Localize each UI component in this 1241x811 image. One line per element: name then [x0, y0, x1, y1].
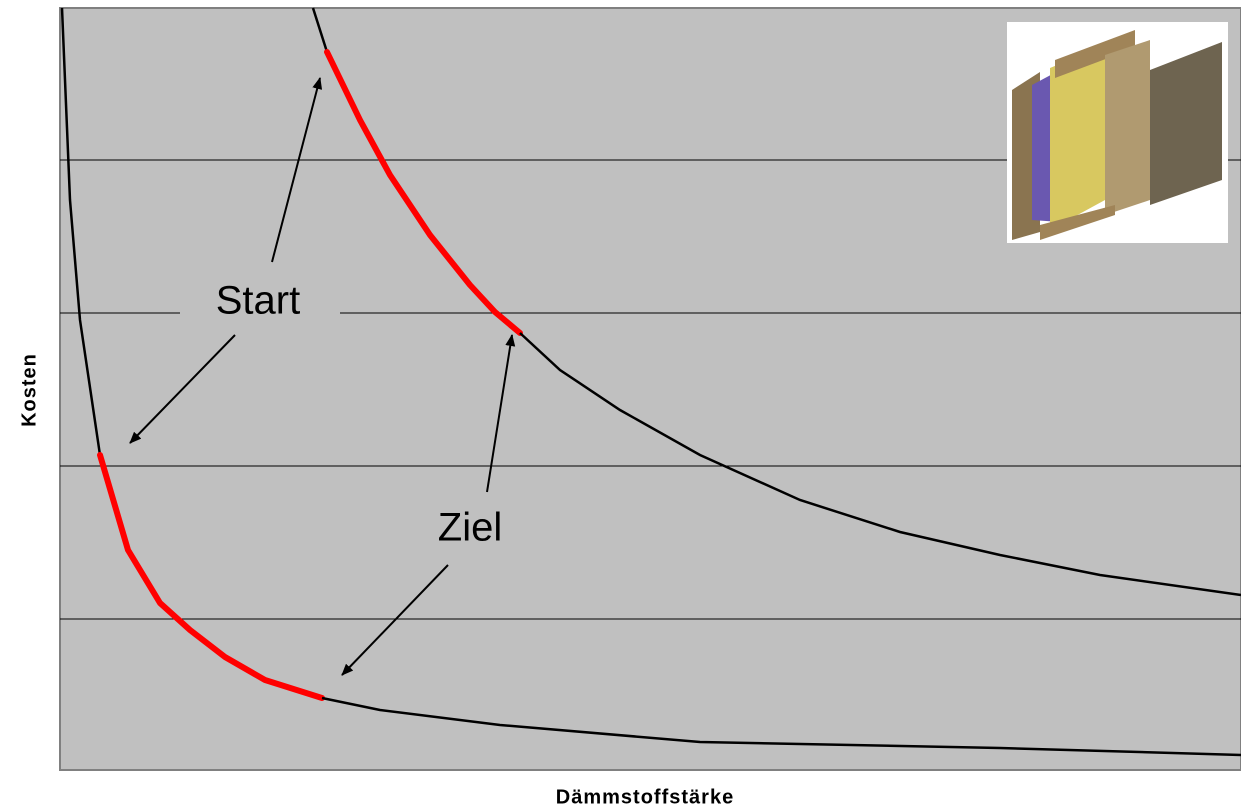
- inset-image: [1007, 22, 1228, 243]
- arrows: [129, 77, 516, 676]
- curve-highlight: [324, 49, 523, 336]
- y-axis-label: Kosten: [18, 353, 40, 427]
- curve: [519, 332, 1241, 597]
- curve: [311, 7, 329, 53]
- curve: [321, 696, 1241, 757]
- curve: [60, 7, 102, 456]
- goal-label: Ziel: [438, 506, 502, 550]
- label-background: [180, 280, 340, 328]
- start-label: Start: [216, 279, 300, 323]
- curve-highlight: [97, 452, 325, 701]
- x-axis-label: Dämmstoffstärke: [556, 786, 734, 808]
